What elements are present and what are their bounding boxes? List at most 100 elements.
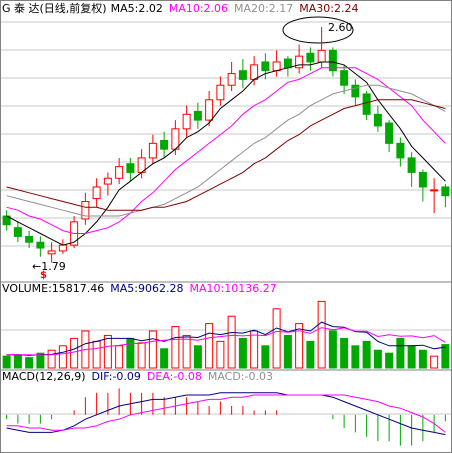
- candle-body: [430, 189, 439, 192]
- legend: MA30:2.24: [299, 2, 358, 15]
- candle-body: [396, 142, 405, 159]
- volume-bar: [160, 348, 169, 369]
- volume-bar: [373, 349, 382, 369]
- candle-body: [36, 241, 45, 249]
- candle-body: [227, 73, 236, 86]
- volume-bar: [418, 349, 427, 369]
- volume-bar: [137, 342, 146, 369]
- candle-body: [373, 113, 382, 127]
- volume-bar: [362, 340, 371, 369]
- legend: MACD:-0.03: [208, 370, 273, 383]
- candle-body: [283, 58, 292, 69]
- candle-body: [103, 177, 112, 185]
- volume-bar: [13, 354, 22, 369]
- volume-bar: [351, 345, 360, 369]
- volume-bar: [306, 340, 315, 369]
- volume-bar: [36, 352, 45, 369]
- ma-line: [6, 67, 446, 234]
- legend: DIF:-0.09: [92, 370, 141, 383]
- volume-bar: [182, 334, 191, 369]
- candle-body: [418, 171, 427, 188]
- legend: MA5:2.02: [111, 2, 163, 15]
- volume-bar: [92, 340, 101, 369]
- legend: DEA:-0.08: [147, 370, 202, 383]
- legend: MACD(12,26,9): [2, 370, 86, 383]
- candle-body: [272, 61, 281, 72]
- legend: MA20:2.17: [234, 2, 293, 15]
- ma-line: [6, 84, 446, 217]
- volume-bar: [238, 337, 247, 369]
- volume-bar: [250, 330, 259, 369]
- volume-ma-line: [6, 321, 446, 356]
- candle-body: [216, 84, 225, 101]
- volume-bar: [171, 326, 180, 369]
- volume-bar: [2, 355, 11, 369]
- high-label: 2.60: [328, 21, 353, 34]
- volume-bar: [396, 337, 405, 369]
- macd-line: [6, 392, 446, 436]
- volume-header: VOLUME:15817.46 MA5:9062.28 MA10:10136.27: [2, 282, 277, 295]
- candle-body: [362, 93, 371, 115]
- candle-body: [115, 166, 124, 179]
- macd-line: [6, 394, 446, 433]
- volume-bar: [193, 345, 202, 369]
- candle-body: [238, 70, 247, 80]
- volume-bar: [385, 352, 394, 369]
- candle-body: [92, 186, 101, 200]
- candle-body: [148, 142, 157, 159]
- candle-body: [25, 235, 34, 243]
- volume-bar: [430, 355, 439, 369]
- volume-bar: [272, 308, 281, 369]
- volume-bar: [328, 330, 337, 369]
- candle-body: [160, 139, 169, 150]
- volume-bar: [216, 340, 225, 369]
- volume-bar: [340, 337, 349, 369]
- volume-bar: [47, 349, 56, 369]
- volume-bar: [441, 344, 450, 369]
- volume-bar: [227, 315, 236, 369]
- volume-bar: [126, 337, 135, 369]
- volume-ma-line: [6, 327, 446, 356]
- candle-body: [81, 201, 90, 220]
- low-label: ←1.79: [32, 260, 66, 273]
- candle-body: [205, 99, 214, 121]
- legend: MA5:9062.28: [110, 282, 183, 295]
- volume-bar: [25, 357, 34, 369]
- candle-body: [13, 227, 22, 237]
- candle-body: [340, 70, 349, 86]
- marker: $: [40, 270, 47, 281]
- candle-body: [295, 55, 304, 69]
- legend: VOLUME:15817.46: [2, 282, 104, 295]
- volume-bar: [58, 345, 67, 369]
- candle-body: [47, 250, 56, 255]
- candle-body: [441, 186, 450, 197]
- candle-body: [193, 110, 202, 121]
- volume-bar: [283, 334, 292, 369]
- candle-body: [317, 49, 326, 63]
- candle-body: [351, 84, 360, 98]
- candle-body: [306, 52, 315, 63]
- candle-body: [250, 64, 259, 80]
- candle-body: [407, 157, 416, 173]
- volume-bar: [407, 345, 416, 369]
- title: G 泰 达(日线,前复权): [2, 1, 107, 15]
- volume-bar: [295, 323, 304, 369]
- candle-body: [261, 61, 270, 72]
- volume-bar: [148, 330, 157, 369]
- volume-bar: [115, 345, 124, 369]
- volume-bar: [317, 300, 326, 369]
- ma-line: [6, 99, 446, 211]
- macd-header: MACD(12,26,9) DIF:-0.09 DEA:-0.08 MACD:-0.0…: [2, 370, 273, 383]
- volume-bar: [103, 334, 112, 369]
- legend: MA10:2.06: [169, 2, 228, 15]
- candle-body: [385, 122, 394, 144]
- candle-body: [126, 163, 135, 173]
- legend: MA10:10136.27: [189, 282, 276, 295]
- high-ellipse: [282, 16, 354, 44]
- grid: [1, 21, 451, 415]
- candle-body: [182, 113, 191, 130]
- volume-bar: [70, 337, 79, 369]
- candle-body: [58, 244, 67, 252]
